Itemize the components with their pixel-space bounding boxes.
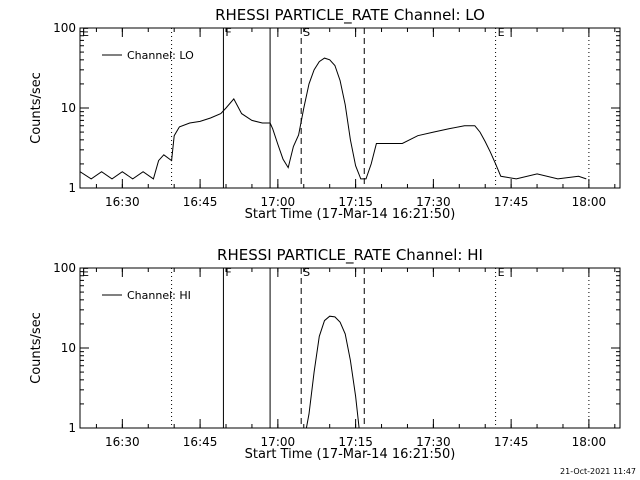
x-tick-label: 16:30 — [105, 435, 140, 449]
y-tick-label: 10 — [61, 341, 76, 355]
x-axis-label: Start Time (17-Mar-14 16:21:50) — [245, 447, 456, 462]
event-marker-label: E — [82, 266, 89, 279]
x-tick-label: 17:15 — [338, 195, 373, 209]
x-tick-label: 17:30 — [416, 195, 451, 209]
event-marker-label: S — [303, 266, 310, 279]
legend-entry: Channel: LO — [127, 49, 194, 62]
event-marker-label: E — [498, 266, 505, 279]
x-tick-label: 17:30 — [416, 435, 451, 449]
x-tick-label: 17:45 — [494, 435, 529, 449]
chart-panel-hi: RHESSI PARTICLE_RATE Channel: HI Counts/s… — [29, 246, 621, 462]
chart-title: RHESSI PARTICLE_RATE Channel: HI — [217, 246, 483, 265]
legend-entry: Channel: HI — [127, 289, 191, 302]
y-tick-label: 100 — [53, 21, 76, 35]
x-tick-label: 17:00 — [261, 195, 296, 209]
y-tick-label: 10 — [61, 101, 76, 115]
x-tick-label: 17:15 — [338, 435, 373, 449]
x-tick-label: 18:00 — [572, 195, 607, 209]
event-marker-label: F — [225, 266, 231, 279]
x-tick-label: 18:00 — [572, 435, 607, 449]
x-tick-label: 17:00 — [261, 435, 296, 449]
chart-panel-lo: RHESSI PARTICLE_RATE Channel: LO Counts/s… — [29, 6, 621, 222]
data-series-line-lo — [80, 57, 587, 180]
generation-timestamp: 21-Oct-2021 11:47 — [560, 467, 636, 476]
y-tick-label: 1 — [68, 421, 76, 435]
x-axis-label: Start Time (17-Mar-14 16:21:50) — [245, 207, 456, 222]
event-marker-label: S — [303, 26, 310, 39]
x-tick-label: 17:45 — [494, 195, 529, 209]
y-axis-label: Counts/sec — [29, 312, 44, 384]
x-tick-label: 16:45 — [183, 435, 218, 449]
event-marker-label: F — [225, 26, 231, 39]
x-tick-label: 16:30 — [105, 195, 140, 209]
y-axis-label: Counts/sec — [29, 72, 44, 144]
x-tick-label: 16:45 — [183, 195, 218, 209]
y-tick-label: 100 — [53, 261, 76, 275]
data-series-line-hi — [305, 315, 360, 428]
event-marker-label: E — [82, 26, 89, 39]
event-marker-label: E — [498, 26, 505, 39]
y-tick-label: 1 — [68, 181, 76, 195]
chart-title: RHESSI PARTICLE_RATE Channel: LO — [215, 6, 485, 25]
